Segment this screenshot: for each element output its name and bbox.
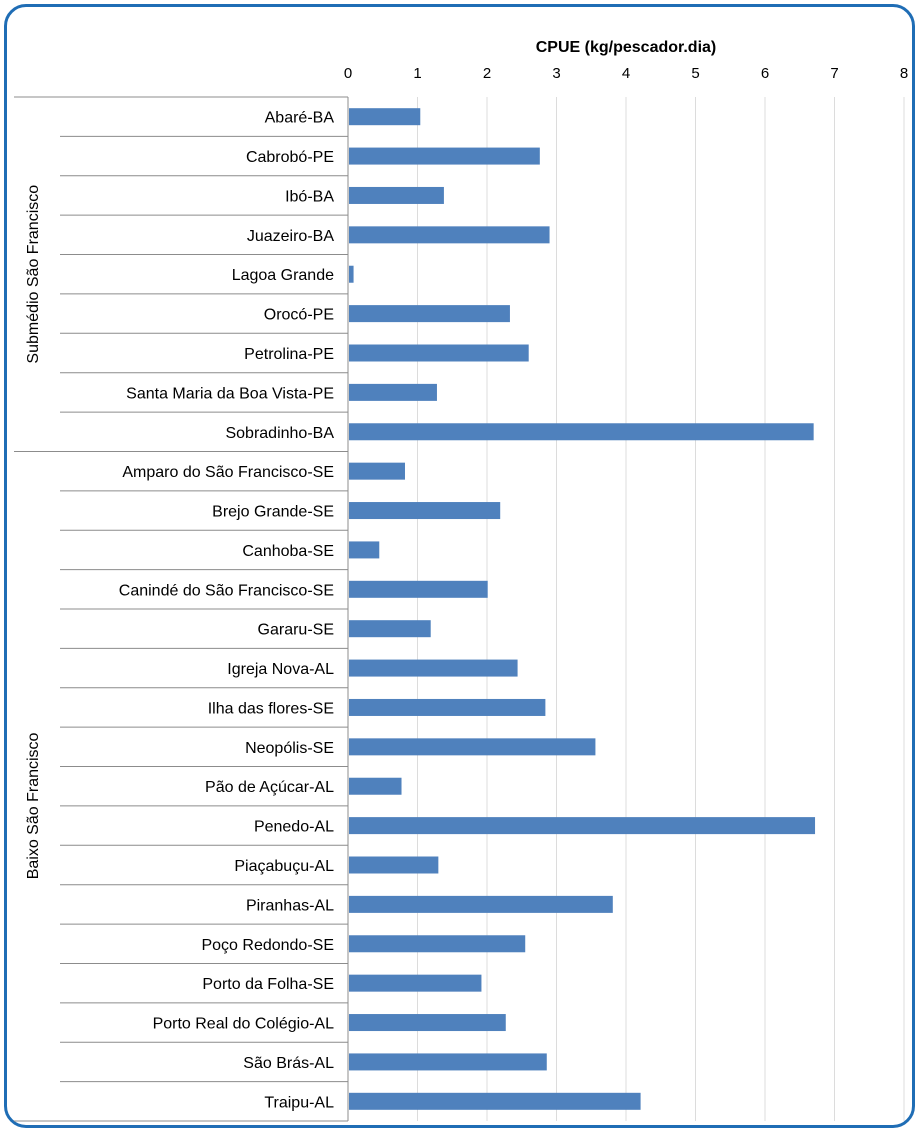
bar bbox=[349, 1092, 641, 1110]
bar bbox=[349, 777, 402, 795]
category-label: Sobradinho-BA bbox=[225, 425, 334, 442]
category-label: Poço Redondo-SE bbox=[201, 937, 334, 954]
x-tick-label: 7 bbox=[830, 65, 838, 82]
bar bbox=[349, 108, 421, 126]
category-label: Orocó-PE bbox=[264, 307, 334, 324]
category-label: Lagoa Grande bbox=[232, 267, 334, 284]
x-tick-label: 6 bbox=[761, 65, 769, 82]
category-label: Porto da Folha-SE bbox=[202, 976, 334, 993]
category-label: Porto Real do Colégio-AL bbox=[153, 1016, 335, 1033]
bar bbox=[349, 383, 437, 401]
bar bbox=[349, 738, 596, 756]
bar bbox=[349, 147, 540, 165]
x-tick-label: 5 bbox=[691, 65, 699, 82]
bar bbox=[349, 659, 518, 677]
x-tick-label: 0 bbox=[344, 65, 352, 82]
bar bbox=[349, 935, 526, 953]
x-tick-label: 2 bbox=[483, 65, 491, 82]
x-tick-labels: 0 1 2 3 4 5 6 7 8 bbox=[344, 65, 908, 82]
category-label: Abaré-BA bbox=[265, 110, 335, 127]
category-label: Brejo Grande-SE bbox=[212, 504, 334, 521]
bar bbox=[349, 817, 816, 835]
category-label: Juazeiro-BA bbox=[247, 228, 334, 245]
x-tick-label: 8 bbox=[900, 65, 908, 82]
bars bbox=[349, 108, 816, 1110]
x-tick-label: 4 bbox=[622, 65, 630, 82]
category-label: Petrolina-PE bbox=[244, 346, 334, 363]
gridlines bbox=[417, 97, 905, 1121]
category-label: Santa Maria da Boa Vista-PE bbox=[126, 385, 334, 402]
category-label: Neopólis-SE bbox=[245, 740, 334, 757]
chart-title: CPUE (kg/pescador.dia) bbox=[536, 39, 717, 56]
category-labels: Abaré-BA Cabrobó-PE Ibó-BA Juazeiro-BA Lagoa… bbox=[119, 110, 335, 1112]
category-separators bbox=[14, 96, 348, 1122]
category-label: Penedo-AL bbox=[254, 819, 334, 836]
bar bbox=[349, 186, 444, 204]
category-label: São Brás-AL bbox=[243, 1055, 334, 1072]
group-label: Baixo São Francisco bbox=[25, 732, 42, 879]
x-tick-label: 1 bbox=[413, 65, 421, 82]
bar bbox=[349, 462, 405, 480]
x-tick-label: 3 bbox=[552, 65, 560, 82]
category-label: Pão de Açúcar-AL bbox=[205, 779, 334, 796]
bar bbox=[349, 423, 814, 441]
group-label: Submédio São Francisco bbox=[25, 185, 42, 364]
bar bbox=[349, 698, 546, 716]
bar bbox=[349, 895, 613, 913]
bar bbox=[349, 305, 510, 323]
category-label: Cabrobó-PE bbox=[246, 149, 334, 166]
category-label: Traipu-AL bbox=[264, 1094, 334, 1111]
bar bbox=[349, 226, 550, 244]
category-label: Canindé do São Francisco-SE bbox=[119, 582, 334, 599]
bar bbox=[349, 974, 482, 992]
category-label: Gararu-SE bbox=[258, 622, 334, 639]
bar bbox=[349, 856, 439, 874]
bar bbox=[349, 541, 380, 559]
category-label: Canhoba-SE bbox=[242, 543, 334, 560]
category-label: Ilha das flores-SE bbox=[208, 700, 334, 717]
bar bbox=[349, 620, 431, 638]
category-label: Ibó-BA bbox=[285, 188, 334, 205]
group-labels: Submédio São Francisco Baixo São Francisc… bbox=[25, 185, 42, 880]
category-label: Igreja Nova-AL bbox=[227, 661, 334, 678]
category-label: Amparo do São Francisco-SE bbox=[122, 464, 334, 481]
bar bbox=[349, 580, 488, 598]
category-label: Piaçabuçu-AL bbox=[234, 858, 334, 875]
bar bbox=[349, 502, 501, 520]
bar bbox=[349, 1014, 506, 1032]
bar bbox=[349, 344, 529, 362]
bar bbox=[349, 265, 354, 283]
category-label: Piranhas-AL bbox=[246, 897, 334, 914]
bar bbox=[349, 1053, 547, 1071]
